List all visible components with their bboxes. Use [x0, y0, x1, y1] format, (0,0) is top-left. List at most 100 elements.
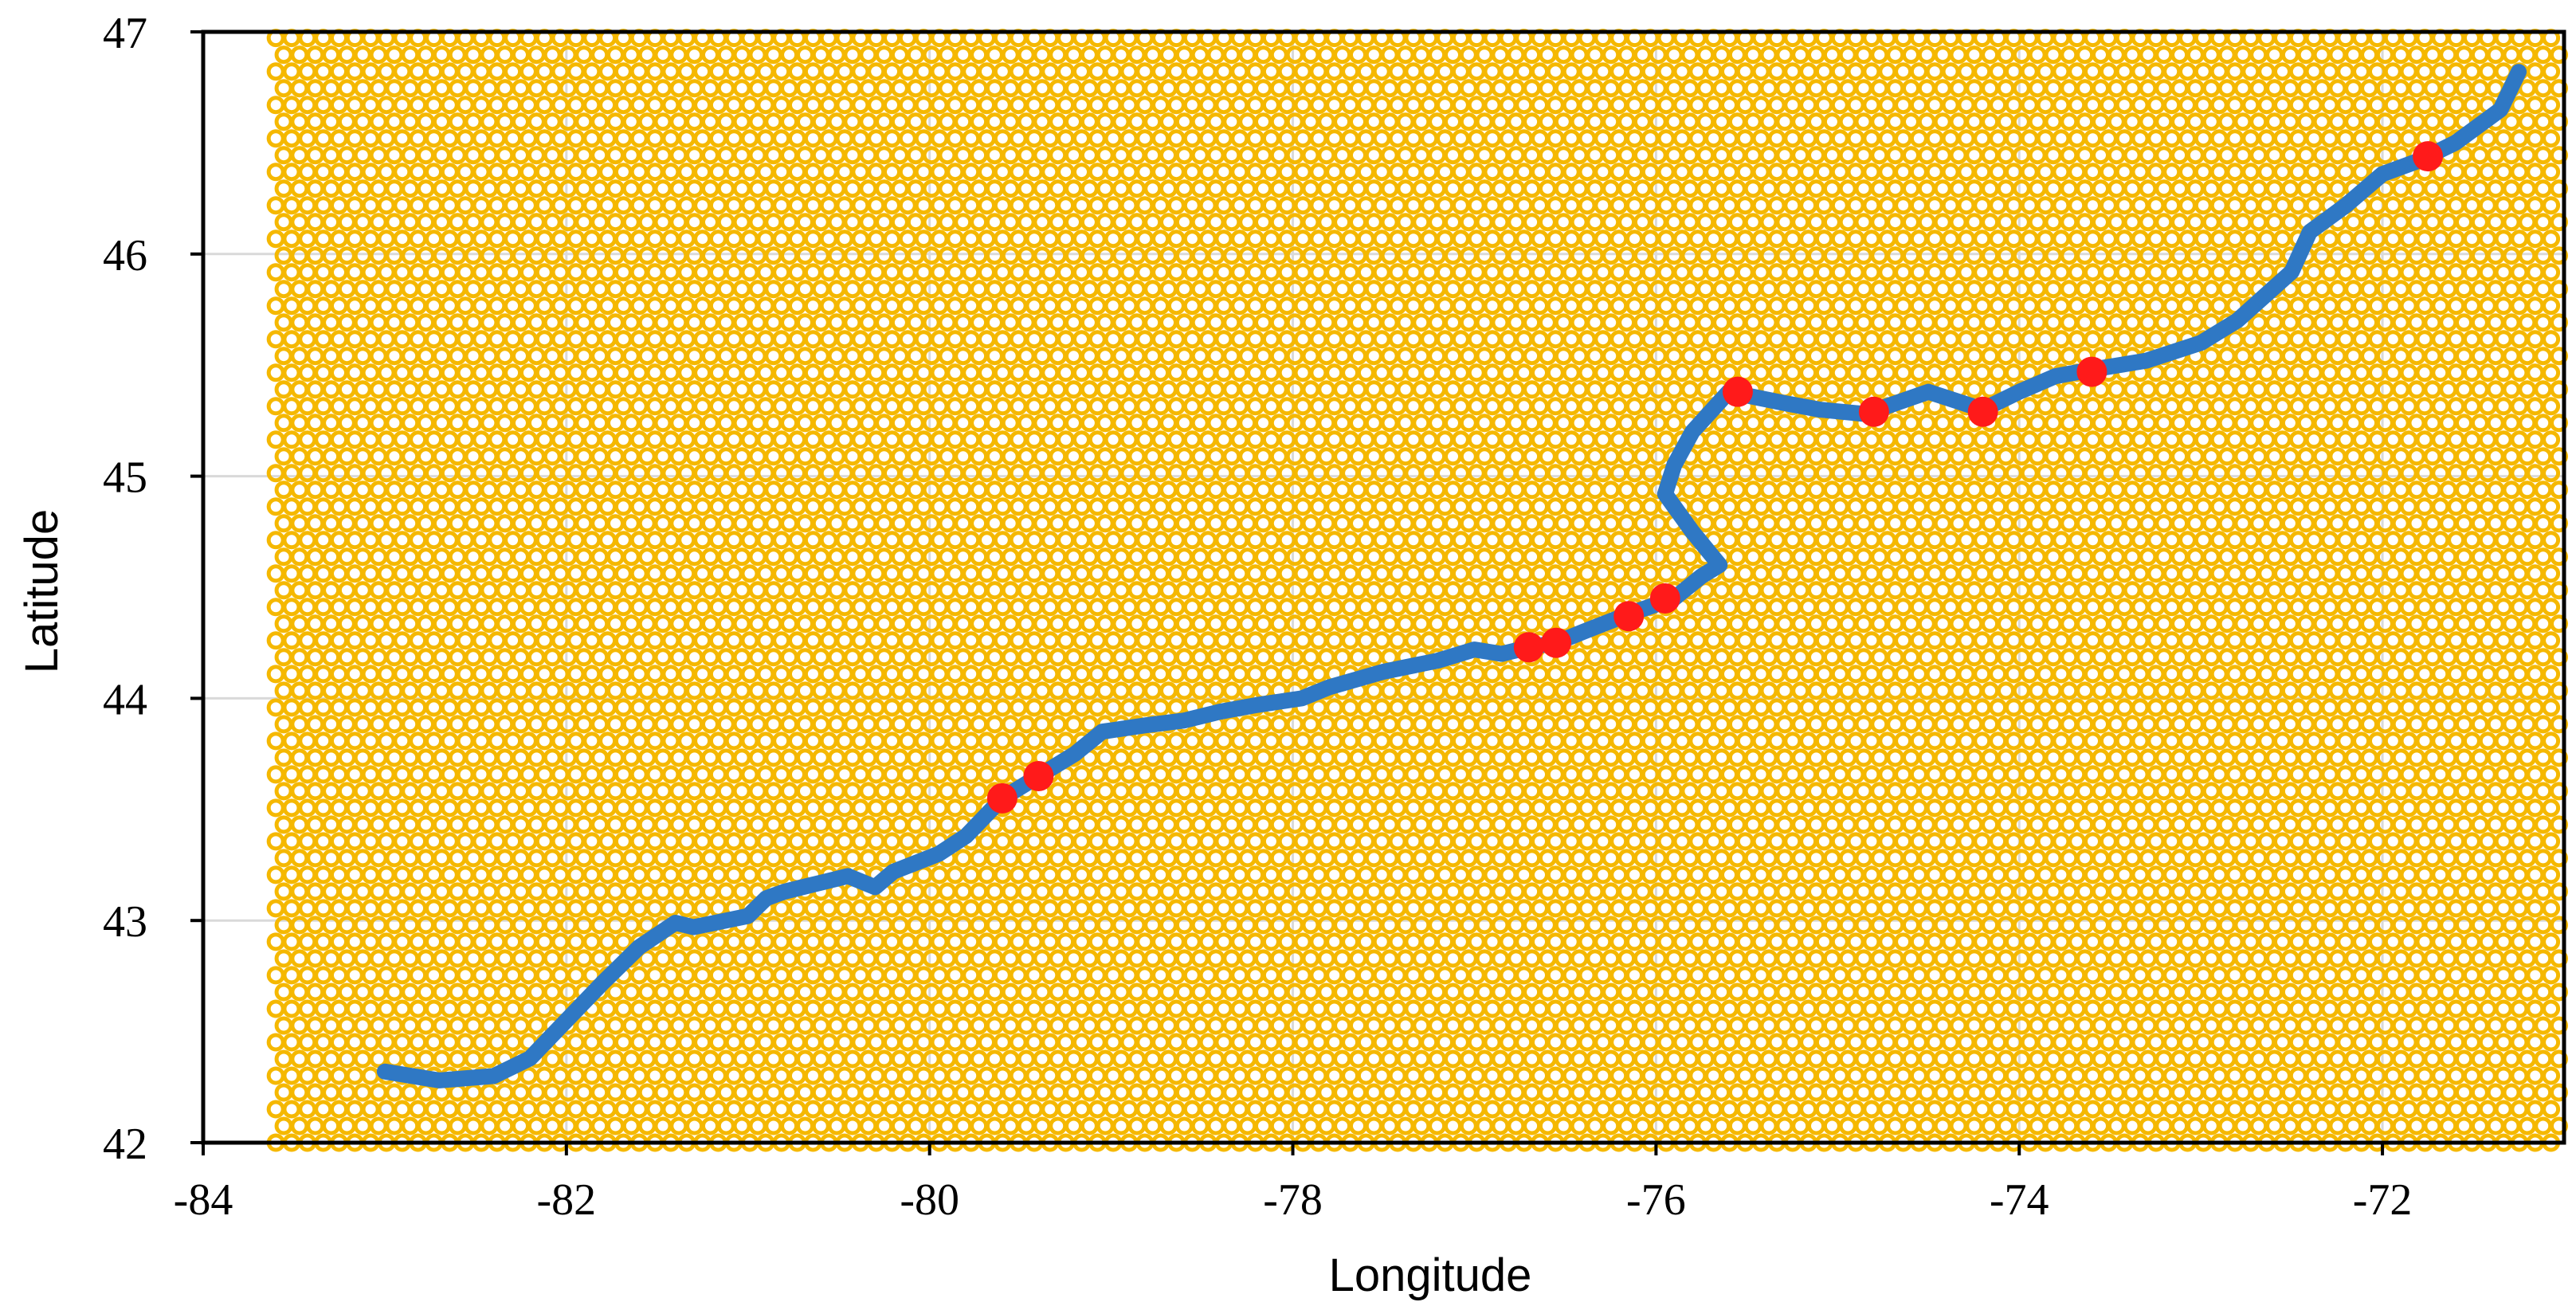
- grid-point: [962, 564, 981, 583]
- grid-point: [1261, 1100, 1280, 1119]
- grid-point: [1633, 748, 1652, 767]
- grid-point: [2044, 748, 2063, 767]
- grid-point: [1159, 882, 1178, 901]
- grid-point: [993, 932, 1012, 951]
- grid-point: [1057, 564, 1076, 583]
- grid-point: [2328, 648, 2347, 667]
- grid-point: [693, 966, 712, 985]
- grid-point: [1372, 631, 1391, 650]
- grid-point: [978, 698, 996, 717]
- grid-point: [946, 698, 965, 717]
- grid-point: [1523, 882, 1542, 901]
- grid-point: [1586, 1116, 1605, 1135]
- grid-point: [1965, 1083, 1984, 1102]
- grid-point: [1198, 966, 1217, 985]
- grid-point: [1973, 631, 1992, 650]
- grid-point: [1451, 598, 1470, 617]
- grid-point: [425, 598, 443, 617]
- grid-point: [1814, 899, 1833, 918]
- grid-point: [1538, 882, 1557, 901]
- grid-point: [2455, 1116, 2473, 1135]
- grid-point: [574, 614, 594, 633]
- grid-point: [1743, 715, 1762, 734]
- grid-point: [1009, 631, 1028, 650]
- grid-point: [938, 1016, 957, 1035]
- grid-point: [883, 1100, 901, 1119]
- grid-point: [930, 798, 949, 818]
- grid-point: [2336, 698, 2355, 717]
- grid-point: [906, 815, 925, 834]
- grid-point: [1617, 748, 1637, 767]
- grid-point: [906, 1049, 925, 1069]
- grid-point: [353, 882, 372, 901]
- grid-point: [448, 681, 467, 700]
- grid-point: [456, 665, 475, 684]
- grid-point: [488, 832, 507, 851]
- grid-point: [1625, 1100, 1644, 1119]
- grid-point: [1688, 698, 1708, 717]
- grid-point: [2360, 982, 2379, 1002]
- grid-point: [653, 982, 672, 1002]
- grid-point: [1009, 966, 1028, 985]
- grid-point: [2304, 1100, 2323, 1119]
- grid-point: [361, 966, 380, 985]
- grid-point: [1727, 748, 1747, 767]
- grid-point: [1483, 1066, 1502, 1085]
- grid-point: [811, 815, 830, 834]
- grid-point: [1933, 782, 1952, 801]
- grid-point: [1870, 882, 1889, 901]
- grid-point: [1372, 1100, 1391, 1119]
- grid-point: [1412, 715, 1431, 734]
- grid-point: [2209, 966, 2229, 985]
- grid-point: [314, 564, 333, 583]
- grid-point: [2486, 614, 2505, 633]
- grid-point: [322, 815, 341, 834]
- grid-point: [1554, 815, 1573, 834]
- grid-point: [2510, 832, 2529, 851]
- grid-point: [1285, 782, 1304, 801]
- grid-point: [930, 932, 949, 951]
- grid-point: [1049, 1049, 1068, 1069]
- grid-point: [2375, 648, 2394, 667]
- grid-point: [1333, 849, 1352, 868]
- grid-point: [780, 1016, 799, 1035]
- grid-point: [724, 564, 743, 583]
- grid-point: [590, 815, 610, 834]
- grid-point: [1854, 715, 1873, 734]
- grid-point: [519, 598, 538, 617]
- grid-point: [1957, 966, 1976, 985]
- grid-point: [2439, 715, 2458, 734]
- grid-point: [1814, 1100, 1833, 1119]
- grid-point: [496, 882, 515, 901]
- grid-point: [1578, 899, 1597, 918]
- grid-point: [345, 865, 364, 884]
- grid-point: [653, 715, 672, 734]
- grid-point: [2486, 849, 2505, 868]
- grid-point: [472, 832, 491, 851]
- grid-point: [1957, 631, 1976, 650]
- grid-point: [629, 765, 649, 784]
- grid-point: [1886, 882, 1905, 901]
- grid-point: [1657, 1033, 1676, 1052]
- grid-point: [1886, 681, 1905, 700]
- grid-point: [1057, 631, 1076, 650]
- grid-point: [488, 598, 507, 617]
- grid-point: [1159, 982, 1178, 1002]
- grid-point: [788, 564, 806, 583]
- grid-point: [637, 882, 657, 901]
- grid-point: [2036, 765, 2055, 784]
- grid-point: [2115, 665, 2134, 684]
- grid-point: [2526, 665, 2545, 684]
- grid-point: [867, 631, 886, 650]
- grid-point: [290, 1083, 309, 1102]
- grid-point: [1491, 715, 1510, 734]
- grid-point: [1159, 581, 1178, 600]
- grid-point: [1143, 614, 1163, 633]
- grid-point: [2375, 882, 2394, 901]
- grid-point: [1325, 798, 1344, 818]
- grid-point: [417, 715, 435, 734]
- grid-point: [1017, 614, 1036, 633]
- grid-point: [1751, 631, 1770, 650]
- grid-point: [1182, 598, 1202, 617]
- grid-point: [1783, 731, 1802, 751]
